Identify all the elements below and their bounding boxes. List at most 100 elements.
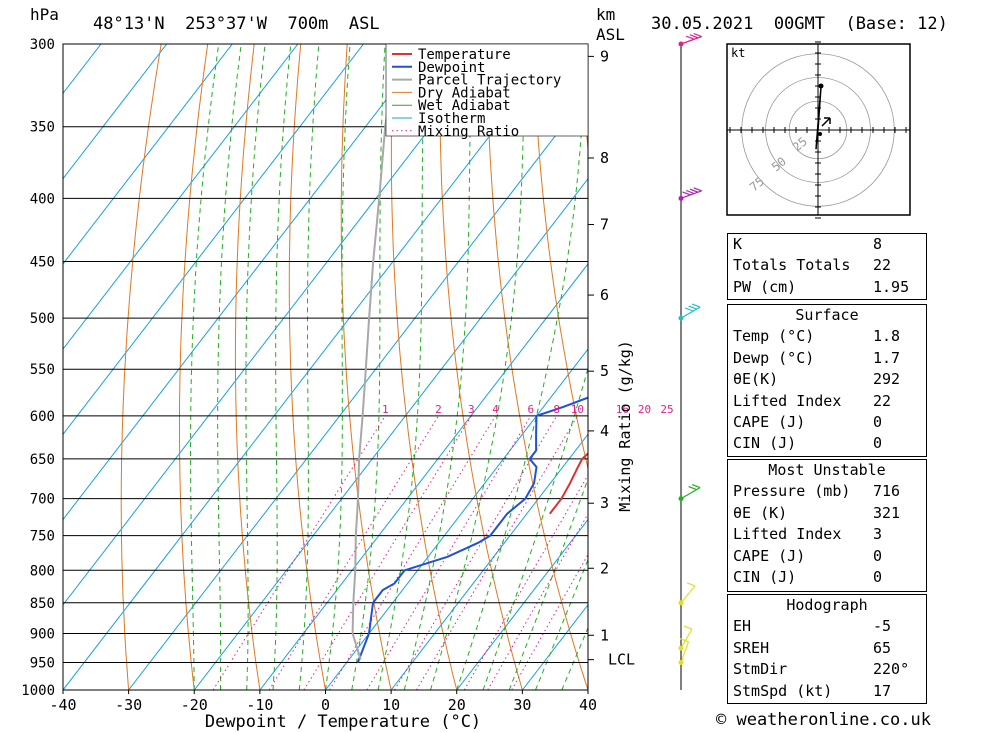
wind-barb-flag bbox=[683, 625, 693, 630]
wet-adiabat-line bbox=[325, 44, 351, 690]
most-unstable-title: Most Unstable bbox=[768, 461, 886, 479]
wet-adiabat-line bbox=[245, 44, 266, 690]
mixing-ratio-line bbox=[329, 415, 496, 690]
wet-adiabat-line bbox=[430, 44, 526, 690]
km-tick-label: 1 bbox=[600, 626, 609, 644]
wind-barb-flag bbox=[688, 486, 697, 491]
wind-barb-flag bbox=[685, 35, 695, 40]
x-tick-label: 40 bbox=[579, 696, 597, 714]
table-row: Lifted Index 22 bbox=[733, 391, 892, 410]
hodograph-table: Hodograph EH -5 SREH 65 StmDir 220° StmSpd … bbox=[727, 594, 927, 704]
dewpoint-profile bbox=[356, 125, 588, 663]
km-tick-label: 3 bbox=[600, 494, 609, 512]
km-tick-label: 8 bbox=[600, 149, 609, 167]
table-row: StmSpd (kt) 17 bbox=[733, 681, 892, 700]
pressure-unit-label: hPa bbox=[30, 5, 59, 24]
isotherm-line bbox=[193, 177, 588, 690]
pressure-tick-label: 800 bbox=[30, 563, 55, 579]
mixing-ratio-label: 10 bbox=[571, 403, 584, 416]
pressure-tick-label: 900 bbox=[30, 626, 55, 642]
pressure-tick-label: 600 bbox=[30, 409, 55, 425]
mixing-ratio-label: 1 bbox=[382, 403, 389, 416]
table-row: CAPE (J) 0 bbox=[733, 546, 883, 565]
wind-barb-flag bbox=[691, 303, 701, 308]
wind-barb-flag bbox=[684, 307, 694, 312]
km-tick-label: 4 bbox=[600, 422, 609, 440]
table-row: θE (K) 321 bbox=[733, 503, 901, 522]
mixing-ratio-label: 16 bbox=[616, 403, 629, 416]
dry-adiabat-line bbox=[486, 44, 588, 690]
wind-barb-staff bbox=[680, 35, 702, 45]
mixing-ratio-label: 25 bbox=[660, 403, 673, 416]
table-row: Lifted Index 3 bbox=[733, 525, 883, 544]
legend-entry: Dry Adiabat bbox=[418, 85, 511, 101]
table-row: SREH 65 bbox=[733, 638, 892, 657]
hodograph-point bbox=[818, 132, 822, 136]
mixing-ratio-label: 20 bbox=[638, 403, 651, 416]
table-row: Temp (°C) 1.8 bbox=[733, 327, 901, 346]
x-tick-label: -30 bbox=[115, 696, 142, 714]
wet-adiabat-line bbox=[508, 477, 588, 690]
dry-adiabat-line bbox=[439, 44, 523, 690]
isotherm-line bbox=[259, 263, 588, 690]
km-tick-label: 5 bbox=[600, 362, 609, 380]
table-row: θE(K) 292 bbox=[733, 370, 901, 389]
lcl-label: LCL bbox=[608, 651, 635, 669]
legend-entry: Wet Adiabat bbox=[418, 98, 511, 114]
mixing-ratio-label: 2 bbox=[435, 403, 442, 416]
mixing-ratio-line bbox=[511, 553, 588, 690]
temperature-profile bbox=[549, 452, 588, 515]
table-row: CAPE (J) 0 bbox=[733, 412, 883, 431]
parcel-trajectory bbox=[351, 44, 398, 660]
pressure-tick-label: 750 bbox=[30, 529, 55, 545]
dry-adiabat-line bbox=[288, 44, 326, 690]
wind-barb-flag bbox=[689, 34, 699, 39]
wind-barb-flag bbox=[689, 188, 699, 193]
isotherm-line bbox=[63, 44, 299, 350]
pressure-tick-label: 500 bbox=[30, 311, 55, 327]
isotherm-line bbox=[325, 348, 588, 690]
isotherm-line bbox=[63, 44, 233, 265]
most-unstable-table: Most Unstable Pressure (mb) 716 θE (K) 321… bbox=[727, 459, 927, 592]
wet-adiabat-line bbox=[190, 44, 220, 690]
mixing-ratio-line bbox=[415, 415, 578, 690]
x-tick-label: 20 bbox=[448, 696, 466, 714]
mixing-ratio-line bbox=[394, 415, 558, 690]
mixing-ratio-label: 4 bbox=[492, 403, 499, 416]
table-row: Totals Totals 22 bbox=[733, 256, 892, 275]
isotherm-line bbox=[63, 44, 496, 606]
wind-barb-flag bbox=[693, 187, 702, 192]
mixing-ratio-line bbox=[212, 415, 386, 690]
wind-barb-flag bbox=[685, 189, 695, 195]
pressure-tick-label: 850 bbox=[30, 596, 55, 612]
plot-frame bbox=[62, 43, 589, 691]
isotherm-line bbox=[128, 92, 588, 690]
wind-barb-staff bbox=[680, 641, 690, 663]
pressure-tick-label: 700 bbox=[30, 492, 55, 508]
mixing-ratio-axis-label: Mixing Ratio (g/kg) bbox=[616, 340, 634, 512]
credit-link[interactable]: © weatheronline.co.uk bbox=[716, 710, 931, 730]
mixing-ratio-label: 6 bbox=[527, 403, 534, 416]
table-row: CIN (J) 0 bbox=[733, 567, 883, 586]
x-tick-label: 10 bbox=[382, 696, 400, 714]
pressure-tick-label: 650 bbox=[30, 452, 55, 468]
wind-barb-flag bbox=[693, 32, 702, 38]
wind-barb-staff bbox=[680, 585, 696, 604]
hodograph-point bbox=[818, 83, 824, 89]
dry-adiabat-line bbox=[234, 44, 261, 690]
pressure-tick-label: 350 bbox=[30, 120, 55, 136]
dry-adiabat-line bbox=[952, 44, 1000, 690]
legend-entry: Isotherm bbox=[418, 111, 485, 127]
height-unit-label: km bbox=[596, 5, 615, 24]
surface-title: Surface bbox=[795, 306, 859, 324]
wet-adiabat-line bbox=[217, 44, 242, 690]
location-title: 48°13'N 253°37'W 700m ASL bbox=[93, 14, 380, 34]
legend-entry: Parcel Trajectory bbox=[418, 73, 561, 89]
storm-motion-arrow bbox=[821, 117, 831, 127]
wind-barb-staff bbox=[680, 190, 702, 199]
km-tick-label: 7 bbox=[600, 216, 609, 234]
